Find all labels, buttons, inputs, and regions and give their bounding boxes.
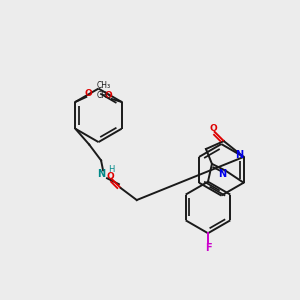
Text: O: O (105, 91, 112, 100)
Text: CH₃: CH₃ (97, 81, 111, 90)
Text: N: N (97, 169, 105, 179)
Text: O: O (209, 124, 217, 133)
Text: N: N (218, 169, 226, 179)
Text: O: O (84, 88, 92, 98)
Text: O: O (106, 172, 114, 181)
Text: H: H (108, 165, 114, 174)
Text: F: F (205, 243, 211, 253)
Text: N: N (236, 150, 244, 160)
Text: CH₃: CH₃ (97, 91, 111, 100)
